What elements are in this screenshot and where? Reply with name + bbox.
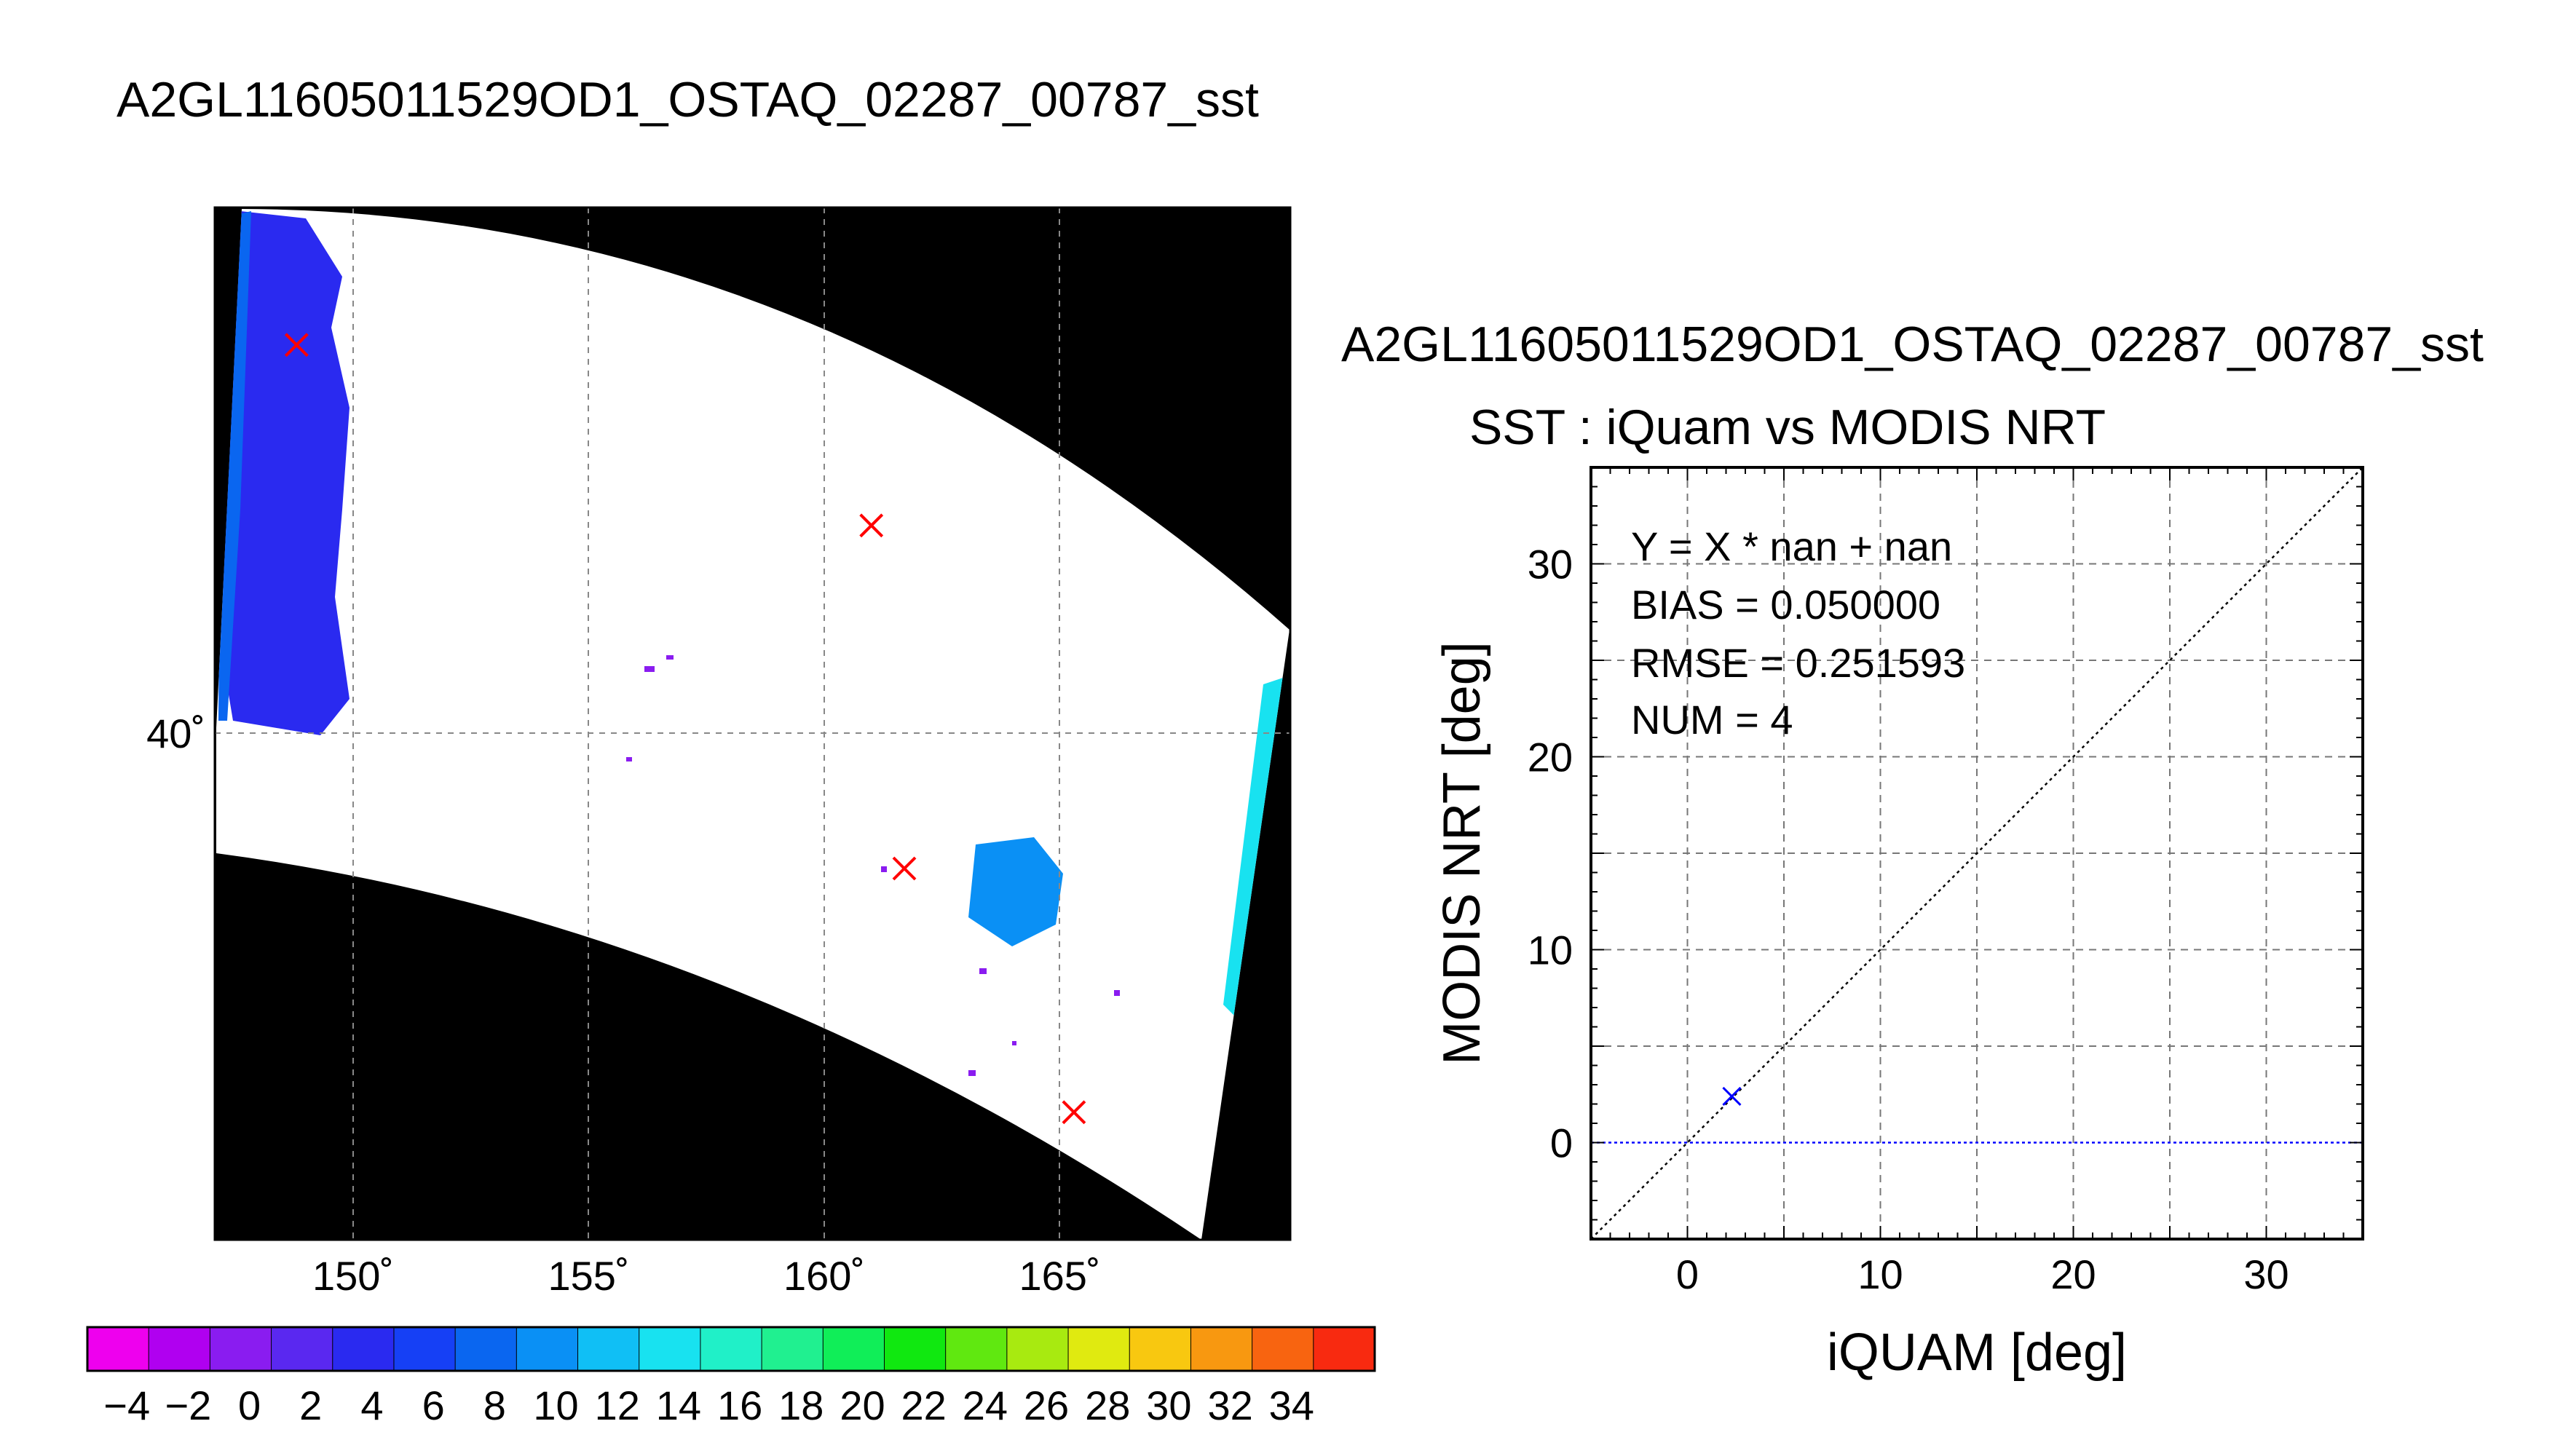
colorbar-cell <box>1252 1326 1314 1372</box>
colorbar-label: 2 <box>299 1382 322 1428</box>
colorbar-frame <box>86 1326 1376 1372</box>
colorbar-cell <box>1067 1326 1131 1372</box>
map-lon-labels: 150˚ 155˚ 160˚ 165˚ <box>312 1253 1101 1299</box>
lon-tick-label: 150˚ <box>312 1253 394 1299</box>
scatter-header: A2GL11605011529OD1_OSTAQ_02287_00787_sst <box>1341 317 2484 372</box>
colorbar-cell <box>454 1326 518 1372</box>
colorbar-cell <box>822 1326 885 1372</box>
colorbar-labels: −4 −2 0 2 4 6 8 10 12 14 16 18 20 22 24 26 28 30 32 34 <box>103 1382 1314 1428</box>
colorbar-label: 12 <box>595 1382 640 1428</box>
colorbar-label: 6 <box>422 1382 445 1428</box>
colorbar-label: 34 <box>1269 1382 1314 1428</box>
scatter-y-tick-labels: 0 10 20 30 <box>1528 542 1573 1166</box>
stats-num: NUM = 4 <box>1631 697 1793 743</box>
x-tick-label: 20 <box>2050 1251 2096 1297</box>
scatter-point <box>1722 1086 1742 1106</box>
scatter-points <box>1722 1086 1742 1106</box>
y-tick-label: 0 <box>1550 1120 1573 1166</box>
colorbar-cell <box>1190 1326 1253 1372</box>
colorbar-cell <box>1313 1326 1376 1372</box>
colorbar: −4 −2 0 2 4 6 8 10 12 14 16 18 20 22 24 26 28 30 32 34 <box>86 1326 1376 1428</box>
colorbar-cell <box>945 1326 1008 1372</box>
stats-rmse: RMSE = 0.251593 <box>1631 640 1965 686</box>
colorbar-cell <box>700 1326 763 1372</box>
colorbar-label: 4 <box>360 1382 383 1428</box>
scatter-y-axis-label: MODIS NRT [deg] <box>1433 641 1491 1065</box>
colorbar-label: 0 <box>238 1382 261 1428</box>
x-tick-label: 10 <box>1857 1251 1903 1297</box>
colorbar-cell <box>271 1326 333 1372</box>
scatter-title: SST : iQuam vs MODIS NRT <box>1469 400 2106 455</box>
scatter-plot <box>1590 466 2364 1241</box>
colorbar-cell <box>1006 1326 1070 1372</box>
sst-map <box>213 206 1292 1241</box>
x-tick-label: 30 <box>2243 1251 2289 1297</box>
colorbar-label: 22 <box>901 1382 947 1428</box>
scatter-reference-lines <box>1590 467 2364 1240</box>
colorbar-label: 32 <box>1207 1382 1252 1428</box>
colorbar-cell <box>883 1326 947 1372</box>
sst-region-cyan-belt <box>357 582 1282 1201</box>
colorbar-cell <box>516 1326 579 1372</box>
colorbar-label: 24 <box>963 1382 1008 1428</box>
y-tick-label: 10 <box>1528 927 1573 973</box>
colorbar-cell <box>393 1326 457 1372</box>
colorbar-cell <box>332 1326 395 1372</box>
scatter-stats: Y = X * nan + nan BIAS = 0.050000 RMSE =… <box>1631 523 1965 743</box>
map-graticule <box>215 207 1290 1240</box>
sst-region-blue-patches <box>583 349 1078 677</box>
map-frame <box>213 206 1292 1241</box>
colorbar-label: −2 <box>165 1382 211 1428</box>
colorbar-label: 14 <box>656 1382 701 1428</box>
match-marker <box>284 333 309 357</box>
colorbar-cell <box>209 1326 272 1372</box>
one-to-one-line <box>1590 467 2364 1240</box>
colorbar-cell <box>761 1326 824 1372</box>
x-tick-label: 0 <box>1676 1251 1699 1297</box>
sst-region-blue-blob <box>968 837 1063 946</box>
colorbar-label: 30 <box>1146 1382 1191 1428</box>
y-tick-label: 20 <box>1528 735 1573 780</box>
colorbar-label: 20 <box>840 1382 885 1428</box>
lon-tick-label: 155˚ <box>548 1253 629 1299</box>
map-title: A2GL11605011529OD1_OSTAQ_02287_00787_sst <box>117 72 1259 127</box>
colorbar-cell <box>1129 1326 1192 1372</box>
colorbar-label: 28 <box>1085 1382 1130 1428</box>
stats-bias: BIAS = 0.050000 <box>1631 582 1940 628</box>
sst-field <box>218 211 1285 1201</box>
colorbar-label: −4 <box>103 1382 150 1428</box>
scatter-x-tick-labels: 0 10 20 30 <box>1676 1251 2289 1297</box>
colorbar-cell <box>148 1326 211 1372</box>
colorbar-cells <box>87 1326 1376 1372</box>
map-lat-labels: 40˚ <box>146 711 205 756</box>
match-marker <box>892 856 917 881</box>
lat-tick-label: 40˚ <box>146 711 205 756</box>
y-tick-label: 30 <box>1528 542 1573 587</box>
lon-tick-label: 160˚ <box>783 1253 865 1299</box>
match-marker <box>859 513 884 538</box>
scatter-x-axis-label: iQUAM [deg] <box>1827 1324 2127 1382</box>
sst-region-east-edge <box>1223 677 1285 1019</box>
colorbar-cell <box>577 1326 640 1372</box>
match-marker <box>1062 1100 1086 1125</box>
sst-region-cold-west <box>222 211 350 735</box>
stats-fit: Y = X * nan + nan <box>1631 523 1952 569</box>
colorbar-label: 10 <box>533 1382 578 1428</box>
sst-region-purple-specks <box>626 655 1120 1076</box>
colorbar-label: 16 <box>717 1382 762 1428</box>
colorbar-label: 26 <box>1024 1382 1069 1428</box>
colorbar-label: 18 <box>778 1382 824 1428</box>
scatter-frame <box>1590 466 2364 1241</box>
lon-tick-label: 165˚ <box>1019 1253 1100 1299</box>
colorbar-label: 8 <box>483 1382 506 1428</box>
map-markers <box>284 333 1086 1125</box>
colorbar-cell <box>639 1326 701 1372</box>
colorbar-cell <box>87 1326 150 1372</box>
